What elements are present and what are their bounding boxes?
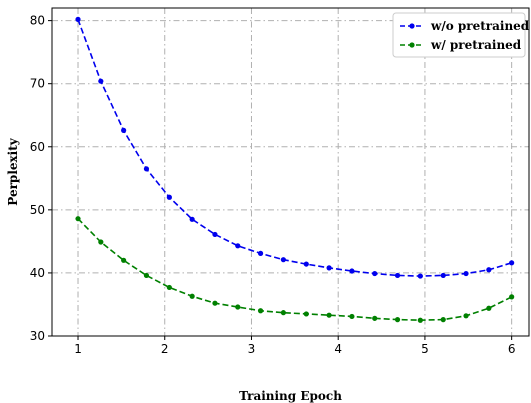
series-0-point (98, 78, 104, 84)
series-0-point (280, 257, 286, 263)
x-tick-label: 4 (334, 342, 342, 356)
series-1-point (166, 284, 172, 291)
x-tick-label: 5 (421, 342, 429, 356)
legend-label: w/ pretrained (430, 38, 522, 52)
series-1-point (486, 305, 492, 311)
series-0-point (394, 272, 401, 279)
x-tick-label: 1 (74, 342, 82, 356)
y-axis-title: Perplexity (6, 137, 20, 205)
series-line-0 (77, 19, 512, 277)
series-0-point (257, 250, 264, 256)
axis-ticks: 1 2 3 4 5 6 30 40 50 60 70 80 (30, 14, 516, 356)
series-0-point (463, 270, 469, 277)
series-1-point (143, 272, 150, 279)
series-0-point (143, 166, 150, 172)
series-0-point (121, 127, 127, 133)
y-tick-label: 50 (30, 203, 45, 217)
series-0-point (303, 261, 309, 267)
y-tick-label: 60 (30, 140, 45, 154)
series-1-point (121, 257, 127, 263)
series-0-point (212, 231, 218, 238)
series-1-point (394, 317, 401, 323)
legend-swatch-marker (409, 42, 415, 48)
series-1-point (98, 239, 104, 245)
series-1-point (75, 216, 81, 222)
legend-swatch-marker (409, 23, 415, 29)
series-0-point (189, 216, 195, 222)
series-1-point (349, 313, 355, 320)
series-1-point (440, 317, 446, 323)
series-1-point (280, 310, 286, 316)
series-1-point (417, 317, 423, 323)
series-1-point (509, 294, 515, 300)
series-layer (75, 16, 515, 323)
y-tick-label: 40 (30, 266, 45, 280)
series-0-point (166, 194, 172, 200)
series-1-point (326, 312, 332, 318)
series-1-point (372, 315, 378, 321)
y-tick-label: 30 (30, 329, 45, 343)
series-0-point (509, 260, 515, 266)
series-line-1 (77, 218, 513, 322)
x-axis-title: Training Epoch (239, 389, 342, 403)
series-0-point (372, 270, 378, 277)
legend: w/o pretrained w/ pretrained (392, 12, 530, 58)
series-0-point (486, 267, 492, 273)
series-0-point (75, 16, 81, 22)
y-tick-label: 80 (30, 14, 45, 28)
series-0-point (326, 265, 332, 271)
y-tick-label: 70 (30, 77, 45, 91)
series-0-point (417, 273, 423, 279)
series-0-point (235, 243, 241, 249)
series-0-point (349, 268, 355, 274)
series-1-point (189, 293, 195, 299)
series-1-point (463, 313, 469, 319)
legend-label: w/o pretrained (430, 19, 530, 33)
legend-box (392, 12, 526, 58)
x-tick-label: 6 (508, 342, 516, 356)
series-1-point (303, 311, 309, 317)
plot-frame (51, 7, 530, 337)
series-1-point (235, 304, 241, 310)
x-tick-label: 3 (248, 342, 256, 356)
series-1-point (257, 308, 264, 314)
series-1-point (212, 300, 218, 306)
series-0-point (440, 272, 446, 279)
x-tick-label: 2 (161, 342, 169, 356)
